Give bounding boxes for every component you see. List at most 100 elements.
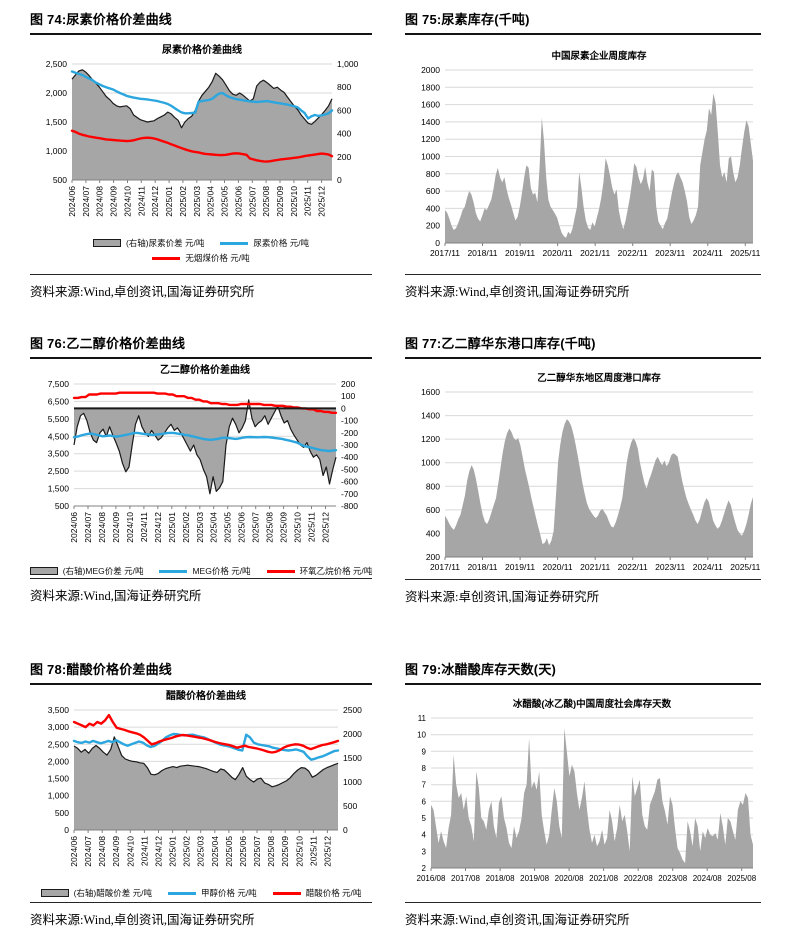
svg-text:2,500: 2,500 <box>48 739 70 749</box>
svg-text:2025/04: 2025/04 <box>209 512 219 543</box>
figure-74-title: 图 74:尿素价格价差曲线 <box>30 8 372 35</box>
svg-text:600: 600 <box>426 186 440 196</box>
svg-text:2017/08: 2017/08 <box>451 874 480 883</box>
legend-item: 环氧乙烷价格 元/吨 <box>266 565 372 577</box>
svg-text:0: 0 <box>435 238 440 248</box>
svg-text:2025/10: 2025/10 <box>289 186 299 217</box>
svg-text:-200: -200 <box>341 428 358 438</box>
svg-text:2024/06: 2024/06 <box>67 186 77 217</box>
figure-79-source: 资料来源:Wind,卓创资讯,国海证券研究所 <box>405 902 761 928</box>
acetic-acid-price-spread-chart-canvas: 醋酸价格价差曲线 0 500 1,000 1,500 2,000 2,500 3,000 3,5… <box>48 690 362 867</box>
svg-text:2025/03: 2025/03 <box>192 186 202 217</box>
legend-item: 尿素价格 元/吨 <box>220 237 309 249</box>
legend-row: (右轴)尿素价差 元/吨 尿素价格 元/吨 <box>92 237 309 249</box>
svg-text:2025/05: 2025/05 <box>224 836 234 867</box>
acetic-acid-price-spread-chart: 醋酸价格价差曲线 0 500 1,000 1,500 2,000 2,500 3,000 3,5… <box>30 690 372 899</box>
svg-text:600: 600 <box>426 505 440 515</box>
legend-item: 无烟煤价格 元/吨 <box>152 252 250 264</box>
legend-label: 甲醇价格 元/吨 <box>200 888 257 898</box>
svg-text:2025/06: 2025/06 <box>233 186 243 217</box>
source-text: 资料来源:Wind,卓创资讯,国海证券研究所 <box>405 913 630 927</box>
svg-text:200: 200 <box>426 221 440 231</box>
svg-text:0: 0 <box>64 825 69 835</box>
figure-78: 图 78:醋酸价格价差曲线 醋酸价格价差曲线 0 500 1,000 1,500 2,00… <box>30 658 372 928</box>
svg-text:1400: 1400 <box>421 117 440 127</box>
eg-port-inventory-chart: 乙二醇华东地区周度港口库存 200 400 600 800 1000 1200 1400 160… <box>405 364 761 579</box>
svg-text:2020/11: 2020/11 <box>543 248 573 258</box>
urea-price-spread-chart: 尿素价格价差曲线 500 1,000 1,500 2,000 2,500 0 200 400 60… <box>30 40 372 264</box>
svg-text:2025/12: 2025/12 <box>322 836 332 867</box>
svg-text:2024/12: 2024/12 <box>150 186 160 217</box>
legend-area-swatch <box>92 239 121 247</box>
svg-text:中国尿素企业周度库存: 中国尿素企业周度库存 <box>551 50 647 62</box>
svg-text:1,000: 1,000 <box>337 59 359 69</box>
svg-text:1000: 1000 <box>421 152 440 162</box>
legend-line-swatch <box>272 891 301 895</box>
svg-text:2017/11: 2017/11 <box>430 248 460 258</box>
svg-text:2024/08: 2024/08 <box>693 874 722 883</box>
figure-77-source: 资料来源:卓创资讯,国海证券研究所 <box>405 579 761 605</box>
svg-text:1,500: 1,500 <box>48 774 70 784</box>
svg-text:500: 500 <box>53 175 67 185</box>
svg-text:2025/01: 2025/01 <box>164 186 174 217</box>
svg-text:2025/05: 2025/05 <box>223 512 233 543</box>
svg-text:2024/11: 2024/11 <box>693 248 723 258</box>
svg-text:尿素价格价差曲线: 尿素价格价差曲线 <box>162 43 242 56</box>
svg-text:2024/08: 2024/08 <box>95 186 105 217</box>
svg-text:2024/08: 2024/08 <box>97 836 107 867</box>
svg-text:2025/04: 2025/04 <box>206 186 216 217</box>
svg-text:7: 7 <box>422 781 427 790</box>
svg-text:2500: 2500 <box>343 705 362 715</box>
svg-text:2024/07: 2024/07 <box>81 186 91 217</box>
figure-76-title: 图 76:乙二醇价格价差曲线 <box>30 332 372 359</box>
svg-text:2025/07: 2025/07 <box>247 186 257 217</box>
svg-text:2024/11: 2024/11 <box>139 512 149 542</box>
figure-78-source: 资料来源:Wind,卓创资讯,国海证券研究所 <box>30 902 372 928</box>
svg-text:1200: 1200 <box>421 434 440 444</box>
svg-text:2025/09: 2025/09 <box>280 836 290 867</box>
svg-text:-300: -300 <box>341 440 358 450</box>
legend-area-swatch <box>29 567 58 575</box>
legend-label: 醋酸价格 元/吨 <box>305 888 362 898</box>
svg-text:2025/11: 2025/11 <box>730 248 760 258</box>
legend-row: (右轴)MEG价差 元/吨 MEG价格 元/吨 环氧乙烷价格 元/吨 <box>29 565 372 577</box>
svg-text:醋酸价格价差曲线: 醋酸价格价差曲线 <box>166 690 246 702</box>
svg-text:2016/08: 2016/08 <box>417 874 446 883</box>
svg-text:2024/09: 2024/09 <box>111 836 121 867</box>
svg-text:2024/10: 2024/10 <box>125 512 135 543</box>
legend-item: MEG价格 元/吨 <box>159 565 251 577</box>
svg-text:400: 400 <box>337 129 351 139</box>
acetic-acid-chart-legend: (右轴)醋酸价差 元/吨 甲醇价格 元/吨 醋酸价格 元/吨 <box>30 887 372 899</box>
legend-row: 无烟煤价格 元/吨 <box>152 252 250 264</box>
source-text: 资料来源:卓创资讯,国海证券研究所 <box>405 590 600 604</box>
urea-chart-legend: (右轴)尿素价差 元/吨 尿素价格 元/吨无烟煤价格 元/吨 <box>30 237 372 264</box>
svg-text:2024/08: 2024/08 <box>97 512 107 543</box>
svg-text:500: 500 <box>55 808 69 818</box>
legend-label: (右轴)醋酸价差 元/吨 <box>73 888 152 898</box>
svg-text:2025/08: 2025/08 <box>266 836 276 867</box>
svg-text:2024/06: 2024/06 <box>69 836 79 867</box>
legend-label: (右轴)尿素价差 元/吨 <box>125 238 205 248</box>
svg-text:-500: -500 <box>341 464 358 474</box>
svg-text:2,000: 2,000 <box>46 88 68 98</box>
svg-text:1400: 1400 <box>421 411 440 421</box>
svg-text:1800: 1800 <box>421 82 440 92</box>
svg-text:-600: -600 <box>341 477 358 487</box>
svg-text:2024/06: 2024/06 <box>69 512 79 543</box>
svg-text:3,500: 3,500 <box>48 449 70 459</box>
svg-text:2025/12: 2025/12 <box>321 512 331 543</box>
svg-text:6: 6 <box>422 797 427 806</box>
legend-label: 无烟煤价格 元/吨 <box>185 253 250 263</box>
svg-text:9: 9 <box>422 747 427 756</box>
meg-price-spread-chart: 乙二醇价格价差曲线 500 1,500 2,500 3,500 4,500 5,500 6,5… <box>29 364 372 577</box>
svg-text:2000: 2000 <box>421 65 440 75</box>
svg-text:2024/07: 2024/07 <box>83 512 93 543</box>
legend-item: 醋酸价格 元/吨 <box>272 887 362 899</box>
svg-text:800: 800 <box>426 169 440 179</box>
svg-text:2025/11: 2025/11 <box>303 186 313 216</box>
legend-label: MEG价格 元/吨 <box>192 566 251 576</box>
svg-text:2023/08: 2023/08 <box>658 874 687 883</box>
figure-76-source: 资料来源:Wind,国海证券研究所 <box>30 578 372 604</box>
svg-text:800: 800 <box>426 481 440 491</box>
